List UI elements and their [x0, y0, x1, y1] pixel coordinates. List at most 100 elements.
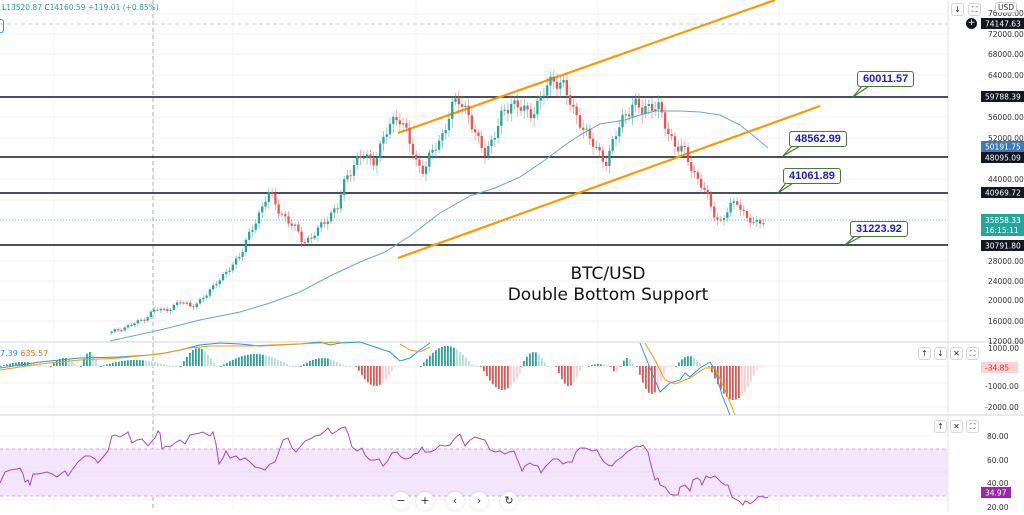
- price-tick: 28000.00: [988, 257, 1024, 266]
- rsi-close-button[interactable]: ✕: [950, 420, 963, 433]
- low-value: 13520.87: [6, 3, 42, 12]
- macd-move-up-button[interactable]: ↑: [918, 347, 931, 360]
- last-price-text: 35858.33: [985, 216, 1021, 225]
- price-tick: 20000.00: [988, 296, 1024, 305]
- move-down-button[interactable]: ↓: [951, 3, 964, 16]
- signal-value: 635.57: [20, 349, 49, 358]
- macd-pane-controls: ↑ ↓ ✕ ⛶: [918, 347, 979, 360]
- price-tick: 68000.00: [988, 50, 1024, 59]
- title-line-1: BTC/USD: [570, 264, 646, 284]
- rsi-tick: 40.00: [987, 479, 1009, 488]
- level-tag-48095: [981, 152, 1024, 163]
- chevron-right-icon: ›: [476, 494, 482, 507]
- grid-horizontal: [0, 13, 948, 501]
- arrow-up-icon: ↑: [937, 422, 944, 431]
- reset-chart-button[interactable]: ↻: [500, 492, 518, 510]
- title-line-2: Double Bottom Support: [507, 285, 709, 305]
- bar-countdown-text: 16:15:11: [985, 226, 1019, 235]
- rsi-move-up-button[interactable]: ↑: [934, 420, 947, 433]
- price-axis[interactable]: 76000.00 72000.00 68000.00 64000.00 5600…: [988, 9, 1024, 346]
- moving-average-line: [109, 110, 769, 342]
- last-price-tag: [981, 214, 1024, 236]
- maximize-pane-button[interactable]: ⛶: [968, 3, 981, 16]
- arrow-up-icon: ↑: [921, 349, 928, 358]
- callout-pointers: [777, 85, 870, 246]
- change-value: +119.01 (+0.85%): [87, 3, 159, 12]
- crosshair-price-text: 74147.63: [985, 20, 1021, 29]
- rsi-axis[interactable]: 80.00 60.00 40.00 20.00: [987, 432, 1009, 512]
- price-tick: 16000.00: [988, 317, 1024, 326]
- add-alert-button[interactable]: +: [965, 17, 978, 30]
- rsi-pane-controls: ↑ ✕ ⛶: [934, 420, 979, 433]
- close-icon: ✕: [953, 422, 960, 431]
- low-label: L: [2, 3, 7, 12]
- callout-41061[interactable]: 41061.89: [783, 168, 841, 184]
- macd-value-tag: [981, 362, 1018, 373]
- level-tag-text: 30791.80: [985, 242, 1021, 251]
- scroll-left-button[interactable]: ‹: [446, 492, 464, 510]
- plus-icon: +: [420, 494, 430, 507]
- rsi-tag-text: 34.97: [985, 489, 1007, 498]
- level-tag-text: 40969.72: [985, 189, 1021, 198]
- maximize-icon: ⛶: [969, 422, 976, 431]
- scroll-right-button[interactable]: ›: [470, 492, 488, 510]
- grid-vertical: [53, 0, 949, 511]
- macd-histogram: [0, 346, 764, 400]
- ohlc-legend: L13520.87 C14160.59 +119.01 (+0.85%): [2, 3, 159, 12]
- arrow-down-icon: ↓: [954, 5, 961, 14]
- level-tag-text: 59788.39: [985, 93, 1021, 102]
- rsi-tick: 80.00: [987, 432, 1009, 441]
- macd-tick: 1000.00: [988, 344, 1019, 353]
- candlesticks: [110, 70, 765, 336]
- ascending-channel[interactable]: [397, 0, 821, 260]
- close-value: 14160.59: [49, 3, 86, 12]
- macd-tick: -2000.00: [985, 403, 1019, 412]
- plus-circle-icon: +: [967, 18, 976, 28]
- level-tag-text: 48095.09: [985, 154, 1021, 163]
- minus-icon: −: [396, 494, 406, 507]
- callout-48562[interactable]: 48562.99: [789, 131, 847, 147]
- channel-lower-line: [397, 104, 821, 260]
- macd-signal-line: [0, 341, 736, 416]
- currency-label[interactable]: USD: [995, 2, 1018, 13]
- zoom-in-button[interactable]: +: [416, 492, 434, 510]
- macd-maximize-button[interactable]: ⛶: [966, 347, 979, 360]
- rsi-value-tag: [981, 487, 1011, 498]
- macd-axis[interactable]: 1000.00 -1000.00 -2000.00: [985, 344, 1019, 412]
- ma-value-tag: [981, 141, 1024, 152]
- legend-toggle-tab[interactable]: [0, 19, 4, 33]
- level-tag-59788: [981, 91, 1024, 102]
- main-pane-controls: ↓ ⛶: [951, 3, 981, 16]
- maximize-icon: ⛶: [969, 349, 976, 358]
- callout-60011[interactable]: 60011.57: [857, 71, 915, 87]
- zoom-out-button[interactable]: −: [392, 492, 410, 510]
- macd-move-down-button[interactable]: ↓: [934, 347, 947, 360]
- reset-icon: ↻: [504, 494, 514, 507]
- chevron-left-icon: ‹: [452, 494, 458, 507]
- callout-31223[interactable]: 31223.92: [850, 221, 908, 237]
- macd-tag-text: -34.85: [985, 364, 1009, 373]
- price-tick: 24000.00: [988, 277, 1024, 286]
- channel-upper-line: [397, 0, 776, 135]
- arrow-down-icon: ↓: [937, 349, 944, 358]
- macd-tick: -1000.00: [985, 382, 1019, 391]
- rsi-tick: 60.00: [987, 456, 1009, 465]
- price-tick: 76000.00: [988, 9, 1024, 18]
- price-tick: 12000.00: [988, 337, 1024, 346]
- chart-navigation: − + ‹ › ↻: [392, 492, 518, 510]
- macd-value: 7.39: [0, 349, 18, 358]
- horizontal-levels[interactable]: [0, 96, 948, 246]
- macd-close-button[interactable]: ✕: [950, 347, 963, 360]
- rsi-tick: 20.00: [987, 503, 1009, 511]
- maximize-icon: ⛶: [971, 5, 978, 14]
- close-icon: ✕: [953, 349, 960, 358]
- price-tick: 72000.00: [988, 30, 1024, 39]
- ma-tag-text: 50191.75: [985, 143, 1021, 152]
- chart-annotation-title[interactable]: BTC/USD Double Bottom Support: [488, 264, 728, 306]
- level-tag-40969: [981, 187, 1024, 198]
- level-tag-30791: [981, 240, 1024, 251]
- rsi-maximize-button[interactable]: ⛶: [966, 420, 979, 433]
- rsi-line: [0, 426, 769, 506]
